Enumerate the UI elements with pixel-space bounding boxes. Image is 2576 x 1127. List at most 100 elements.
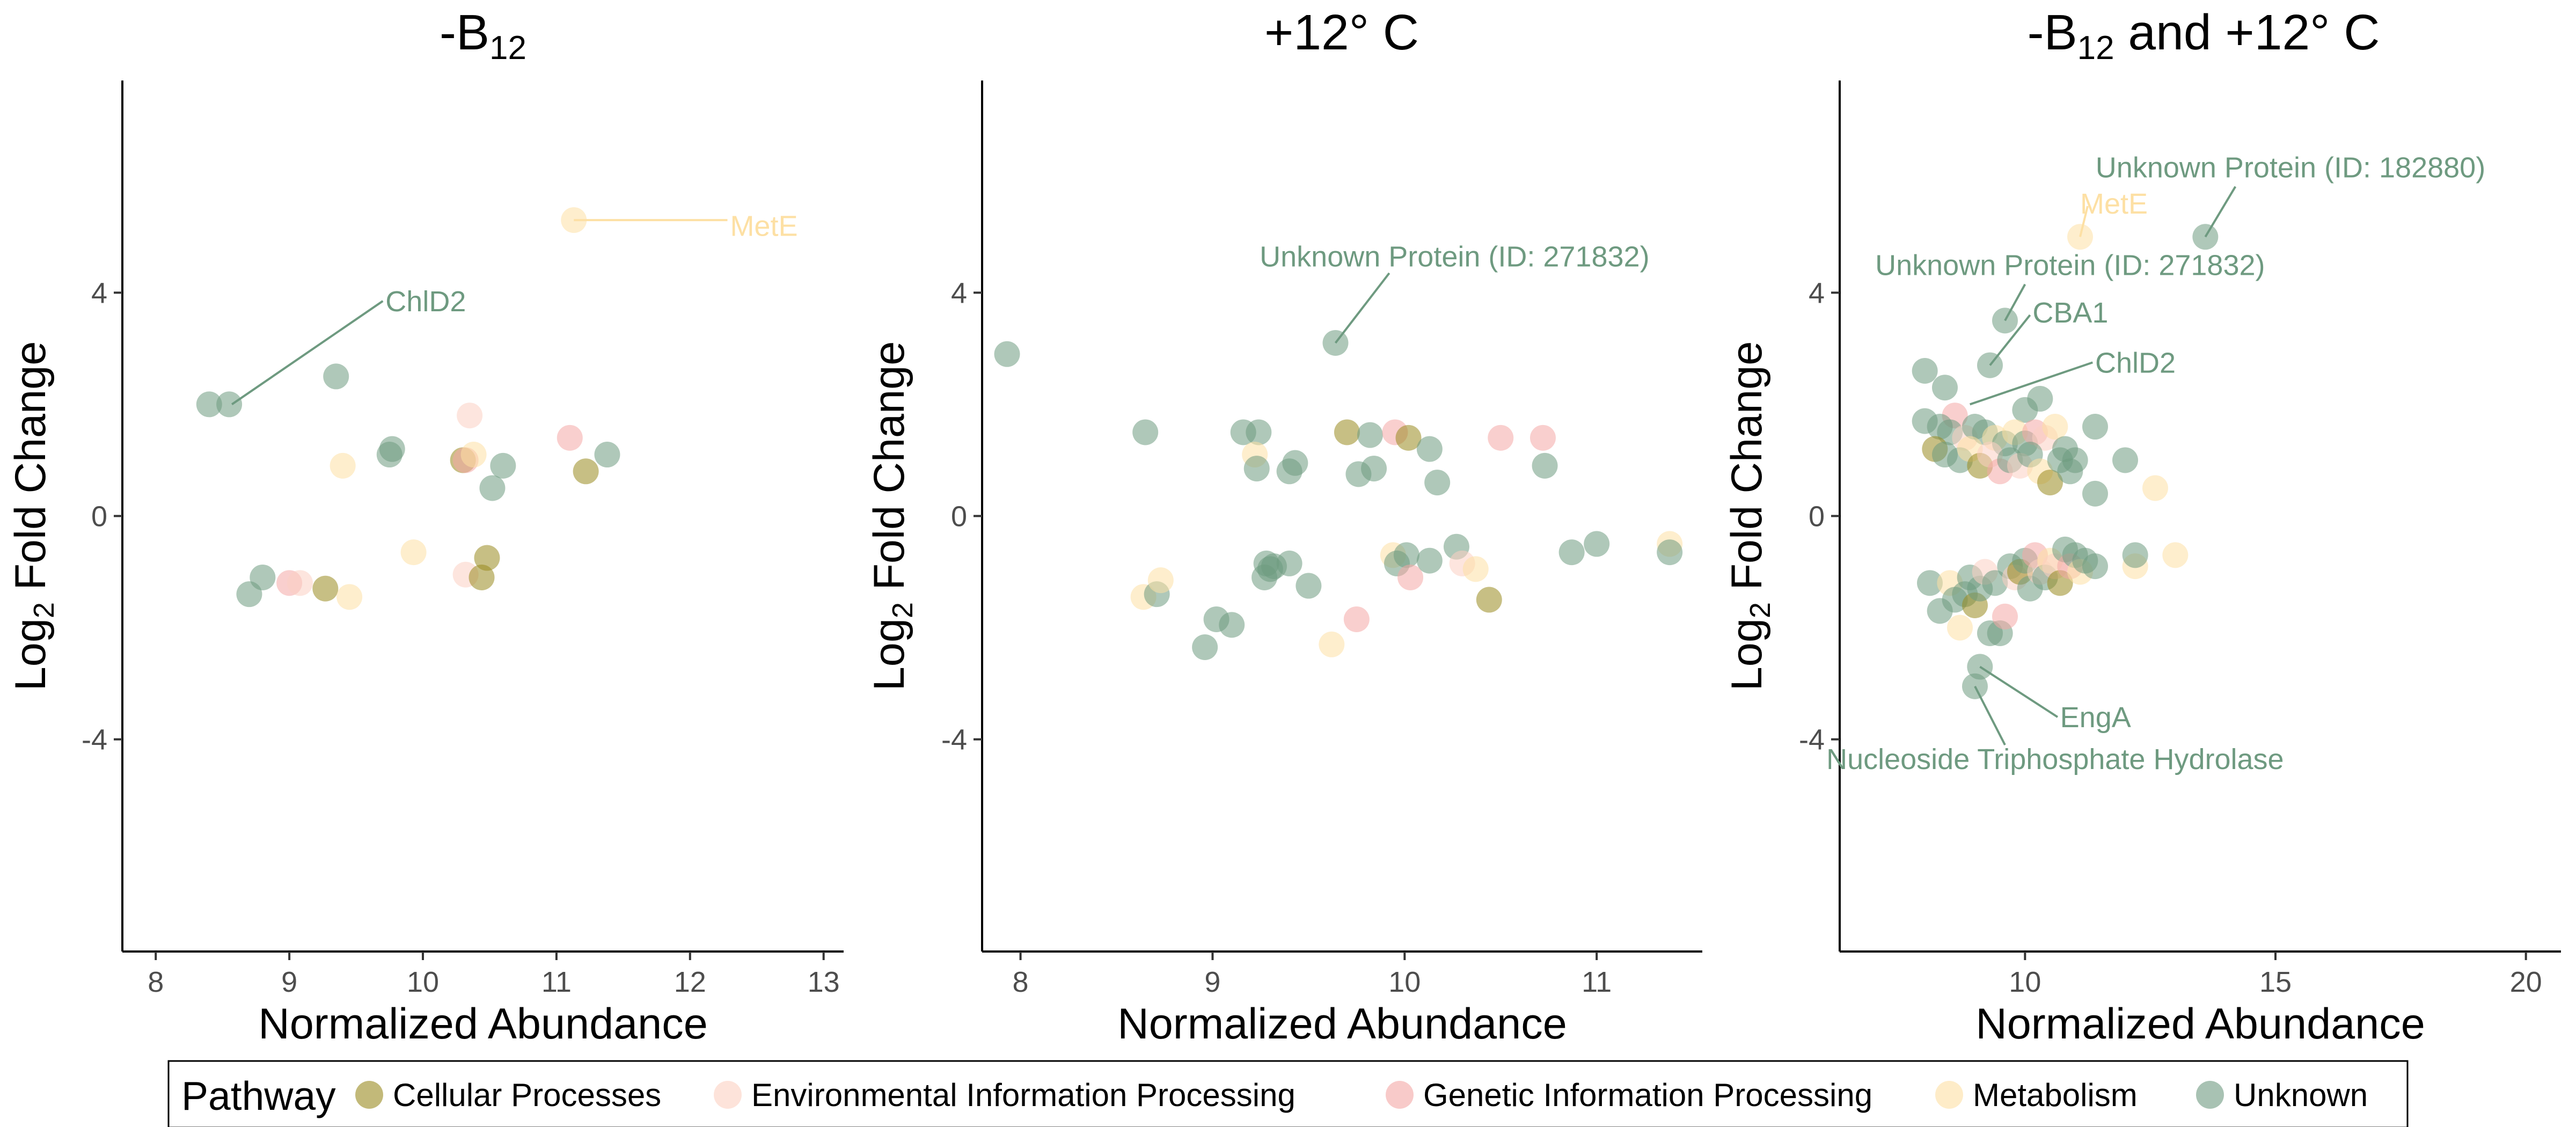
- data-point: [1282, 450, 1308, 476]
- annotation-label: Unknown Protein (ID: 271832): [1260, 241, 1649, 273]
- annotations: ChlD2 MetE: [231, 210, 797, 406]
- data-point: [1395, 425, 1422, 451]
- data-point: [1982, 570, 2008, 596]
- data-point: [1657, 539, 1683, 566]
- annotations: Unknown Protein (ID: 182880) MetE Unknown …: [1826, 151, 2485, 775]
- panel-title: -B12: [440, 4, 526, 67]
- annotation-label: MetE: [730, 210, 797, 243]
- data-point: [1192, 634, 1218, 660]
- x-tick-label: 11: [1582, 966, 1612, 998]
- annotation-leader-line: [2204, 186, 2237, 238]
- data-point: [1529, 425, 1556, 451]
- data-point: [2042, 414, 2068, 440]
- y-tick-label: 4: [1809, 277, 1825, 309]
- x-tick-label: 11: [541, 966, 572, 998]
- points: [994, 330, 1683, 660]
- annotation-leader-line: [1979, 665, 2059, 718]
- data-point: [1462, 556, 1489, 582]
- data-point: [1917, 570, 1943, 596]
- data-point: [336, 584, 363, 610]
- legend-swatch: [355, 1081, 383, 1109]
- data-point: [1932, 375, 1958, 401]
- data-point: [1147, 567, 1174, 594]
- data-point: [1132, 419, 1159, 445]
- annotation-leader-line: [2079, 206, 2089, 237]
- annotation-leader-line: [2004, 283, 2026, 321]
- legend-label: Environmental Information Processing: [751, 1077, 1296, 1113]
- data-point: [2082, 480, 2108, 507]
- legend-label: Metabolism: [1973, 1077, 2138, 1113]
- x-axis-label: Normalized Abundance: [258, 1000, 708, 1048]
- data-point: [1276, 550, 1302, 576]
- annotation-label: ChlD2: [385, 286, 466, 318]
- x-axis-label: Normalized Abundance: [1975, 1000, 2425, 1048]
- annotations: Unknown Protein (ID: 271832): [1260, 241, 1650, 344]
- data-point: [2012, 397, 2038, 423]
- data-point: [216, 391, 243, 418]
- y-tick-label: 4: [91, 277, 107, 309]
- data-point: [1584, 531, 1610, 557]
- legend-title: Pathway: [181, 1073, 336, 1118]
- x-tick-label: 8: [148, 966, 164, 998]
- data-point: [573, 458, 599, 485]
- data-point: [479, 475, 506, 501]
- x-tick-label: 20: [2510, 966, 2542, 998]
- y-axis-label: Log2 Fold Change: [6, 341, 60, 691]
- data-point: [1243, 456, 1270, 482]
- data-point: [594, 442, 620, 468]
- data-point: [1361, 456, 1387, 482]
- data-point: [457, 402, 483, 429]
- annotation-leader-line: [1989, 314, 2031, 366]
- data-point: [1246, 419, 1272, 445]
- data-point: [469, 564, 495, 590]
- data-point: [323, 363, 349, 390]
- data-point: [1296, 573, 1322, 599]
- annotation-label: Unknown Protein (ID: 182880): [2096, 151, 2485, 184]
- annotation-label: MetE: [2080, 188, 2148, 220]
- data-point: [1992, 603, 2018, 630]
- y-tick-label: 0: [1809, 501, 1825, 533]
- panel-title-subscript: 12: [2077, 30, 2114, 67]
- x-tick-label: 10: [1388, 966, 1421, 998]
- annotation-label: Unknown Protein (ID: 271832): [1875, 249, 2265, 281]
- data-point: [1393, 542, 1419, 568]
- panel-title-main: -B: [440, 4, 489, 60]
- data-point: [2122, 542, 2148, 568]
- x-axis-label: Normalized Abundance: [1117, 1000, 1567, 1048]
- points: [1912, 224, 2219, 699]
- data-point: [1357, 422, 1383, 448]
- panel-2: +12° C 8 9 10 11 -4 0 4 Normalized Abundance Log2…: [865, 4, 1702, 1048]
- x-tick-label: 13: [808, 966, 840, 998]
- y-axis-label: Log2 Fold Change: [1723, 341, 1776, 691]
- x-tick-label: 15: [2259, 966, 2292, 998]
- annotation-leader-line: [1334, 272, 1391, 344]
- annotation-leader-line: [1974, 685, 2006, 745]
- panel-title-main: -B: [2028, 4, 2077, 60]
- data-point: [557, 425, 583, 451]
- data-point: [1558, 539, 1585, 566]
- data-point: [1476, 587, 1502, 613]
- legend-label: Unknown: [2234, 1077, 2368, 1113]
- data-point: [1416, 547, 1443, 574]
- panel-title-main: +12° C: [1264, 4, 1419, 60]
- data-point: [379, 436, 405, 462]
- panel-title: +12° C: [1264, 4, 1419, 60]
- y-tick-label: -4: [1799, 724, 1825, 756]
- data-point: [994, 341, 1020, 367]
- data-point: [250, 564, 276, 590]
- annotation-label: Nucleoside Triphosphate Hydrolase: [1826, 743, 2284, 775]
- y-tick-label: -4: [941, 724, 967, 756]
- data-point: [2162, 542, 2189, 568]
- x-tick-label: 10: [2009, 966, 2041, 998]
- annotation-label: CBA1: [2032, 297, 2108, 329]
- data-point: [312, 575, 339, 602]
- data-point: [2057, 458, 2083, 485]
- data-point: [2082, 553, 2108, 580]
- data-point: [2142, 475, 2168, 501]
- panel-3: -B12 and +12° C 10 15 20 -4 0 4 Normalized Abun…: [1723, 4, 2561, 1048]
- legend-label: Cellular Processes: [393, 1077, 661, 1113]
- data-point: [1532, 452, 1558, 479]
- data-point: [2082, 414, 2108, 440]
- x-tick-label: 10: [407, 966, 439, 998]
